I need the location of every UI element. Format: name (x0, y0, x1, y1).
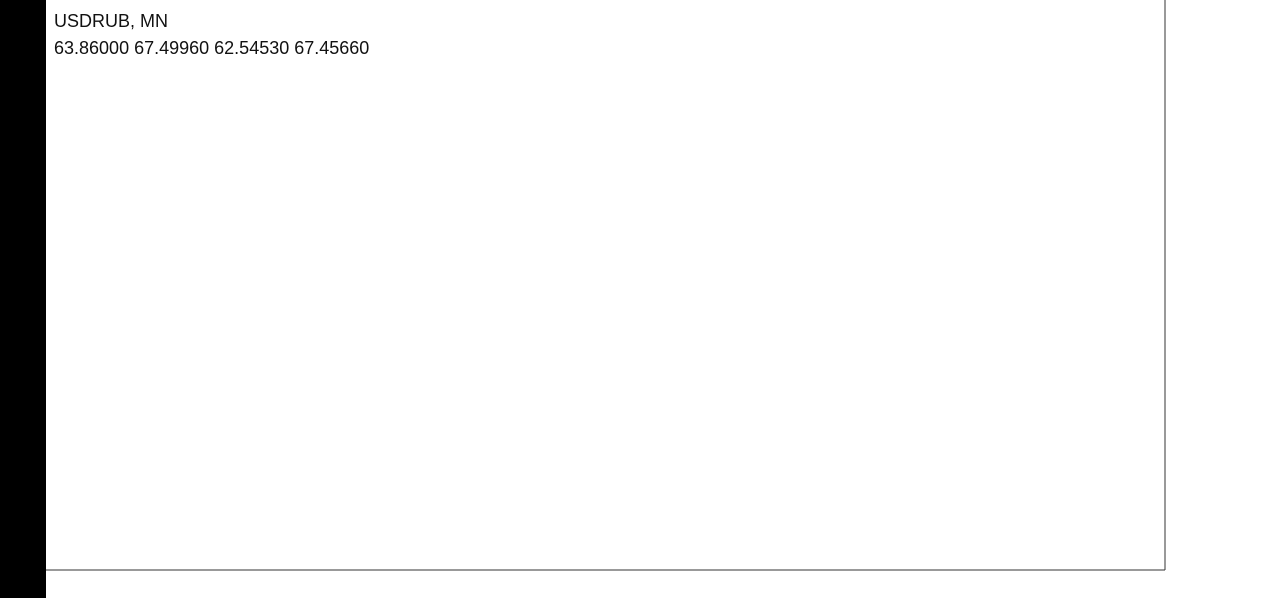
left-bar (0, 0, 46, 598)
ohlc-readout: 63.86000 67.49960 62.54530 67.45660 (54, 38, 369, 58)
symbol-title: USDRUB, MN (54, 11, 168, 31)
